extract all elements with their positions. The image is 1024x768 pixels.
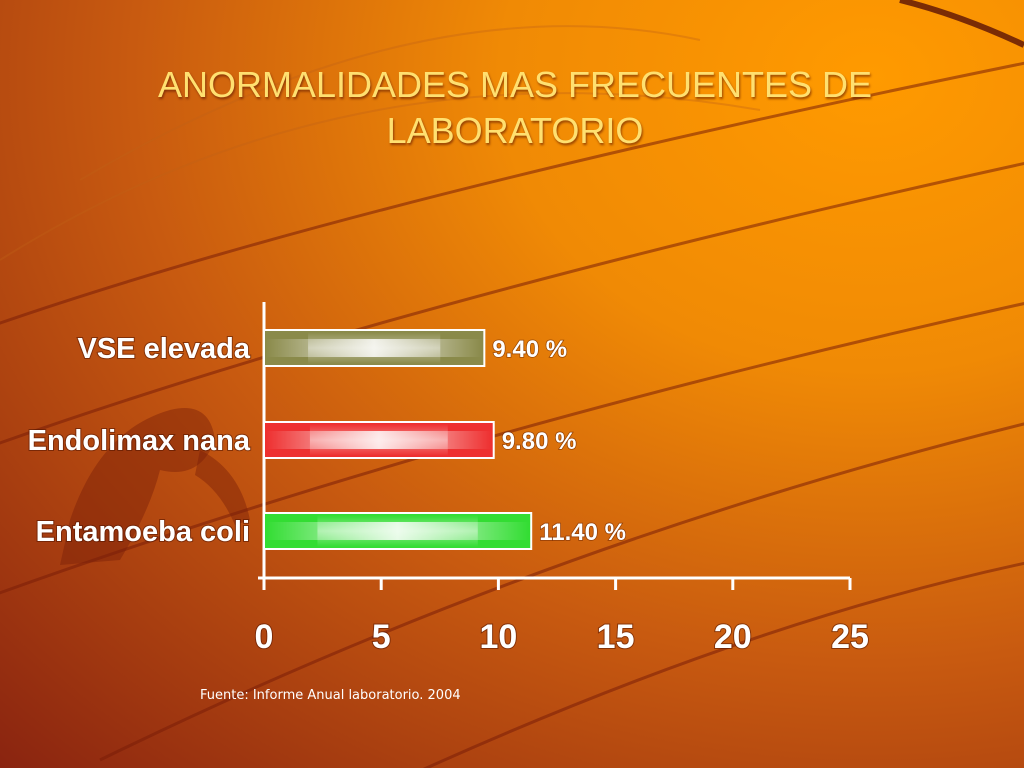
category-label: Entamoeba coli xyxy=(36,516,250,548)
category-label: Endolimax nana xyxy=(28,425,251,457)
data-label: 11.40 % xyxy=(539,519,626,546)
bar-group xyxy=(263,329,486,367)
bar-highlight xyxy=(317,515,478,547)
category-label: VSE elevada xyxy=(78,333,251,365)
x-tick-label: 10 xyxy=(479,618,517,656)
data-label: 9.40 % xyxy=(492,336,567,363)
x-tick-label: 25 xyxy=(831,618,869,656)
runner-silhouette xyxy=(60,408,250,565)
chart-labels: 0 5 10 15 20 25 VSE elevada 9.40 % Endolimax nan… xyxy=(27,332,870,657)
bar-group xyxy=(263,512,533,550)
bar-group xyxy=(263,421,495,459)
x-tick-label: 15 xyxy=(597,618,635,656)
source-note: Fuente: Informe Anual laboratorio. 2004 xyxy=(200,688,461,703)
chart-bars xyxy=(263,329,533,550)
x-tick-label: 20 xyxy=(714,618,752,656)
slide-title: ANORMALIDADES MAS FRECUENTES DE LABORATO… xyxy=(157,64,873,151)
bar-highlight xyxy=(308,332,441,364)
bar-highlight xyxy=(309,424,448,456)
x-tick-label: 5 xyxy=(372,618,391,656)
x-tick-label: 0 xyxy=(255,618,274,656)
data-label: 9.80 % xyxy=(502,428,577,455)
